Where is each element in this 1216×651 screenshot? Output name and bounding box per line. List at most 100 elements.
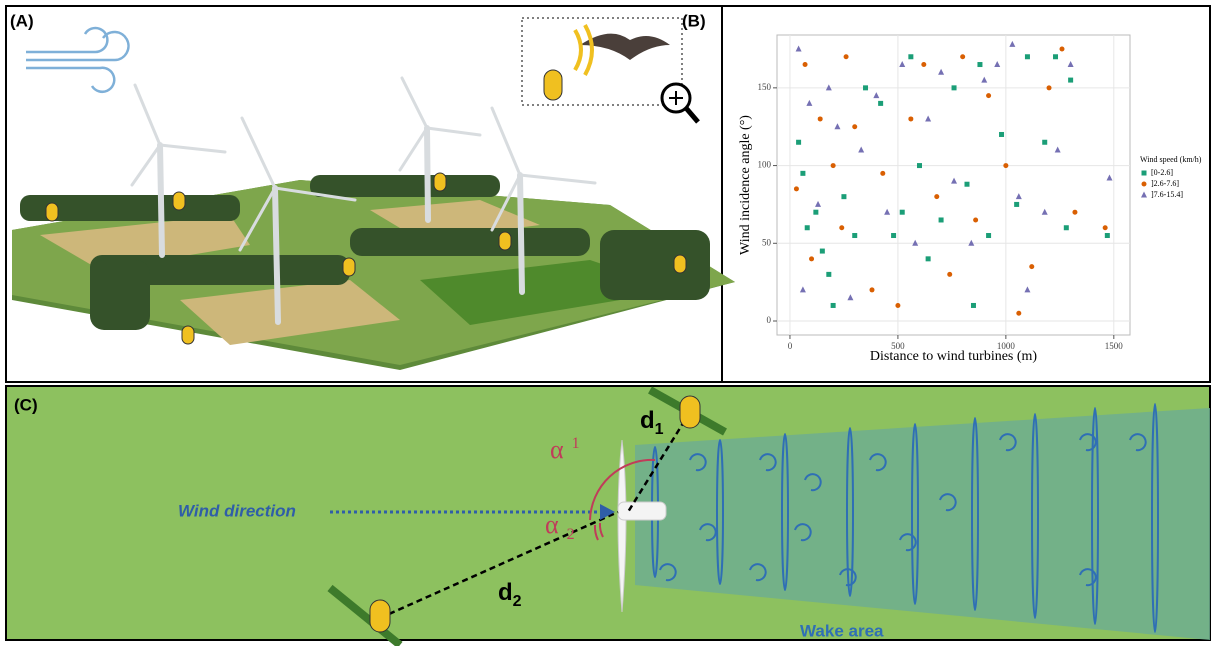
detector-icon	[369, 599, 391, 633]
y-tick-label: 0	[767, 315, 772, 325]
data-point	[1072, 209, 1078, 215]
data-point	[981, 76, 988, 83]
turbines	[130, 76, 597, 325]
data-point	[830, 163, 836, 169]
x-tick-label: 500	[891, 341, 905, 351]
data-point	[834, 123, 841, 130]
data-point	[1041, 208, 1048, 215]
panel-label: (B)	[682, 11, 706, 30]
panel-label: (C)	[14, 395, 38, 414]
legend-title: Wind speed (km/h)	[1140, 155, 1202, 164]
x-tick-label: 1000	[997, 341, 1016, 351]
data-point	[968, 239, 975, 246]
data-point	[1042, 139, 1048, 145]
data-point	[1029, 264, 1035, 270]
data-point	[977, 62, 983, 68]
data-point	[1102, 225, 1108, 231]
data-point	[999, 131, 1005, 137]
angle-arc-2	[593, 524, 599, 541]
detector-icon	[543, 69, 563, 101]
legend-label: ]2.6-7.6]	[1151, 179, 1179, 188]
data-point	[908, 54, 914, 60]
data-point	[815, 200, 822, 207]
data-point	[806, 99, 813, 106]
data-point	[951, 177, 958, 184]
data-point	[863, 85, 869, 91]
data-point	[1053, 54, 1059, 60]
panel-label: (A)	[10, 11, 34, 30]
y-tick-label: 50	[762, 237, 772, 247]
data-point	[799, 286, 806, 293]
data-point	[843, 54, 849, 60]
data-point	[1024, 54, 1030, 60]
data-point	[960, 54, 966, 60]
d2-label: d2	[498, 579, 522, 610]
data-point	[858, 146, 865, 153]
data-point	[1063, 225, 1069, 231]
data-point	[826, 271, 832, 277]
arrow-head	[600, 504, 615, 520]
data-point	[1009, 40, 1016, 47]
data-point	[796, 139, 802, 145]
legend-marker	[1141, 170, 1147, 176]
distance-symbol: d	[498, 579, 513, 606]
data-point	[925, 115, 932, 122]
data-point	[819, 248, 825, 254]
data-point	[1059, 46, 1065, 52]
data-point	[1068, 77, 1074, 83]
data-point	[847, 294, 854, 301]
data-point	[880, 170, 886, 176]
distance-line-2	[379, 510, 619, 620]
data-point	[1015, 193, 1022, 200]
y-tick-label: 150	[758, 82, 772, 92]
data-point	[809, 256, 815, 262]
hedges	[20, 175, 710, 330]
y-axis-label: Wind incidence angle (°)	[738, 115, 753, 255]
field	[40, 215, 250, 270]
x-tick-label: 1500	[1105, 341, 1124, 351]
data-point	[804, 225, 810, 231]
data-point	[947, 271, 953, 277]
wake-area-label: Wake area	[800, 621, 884, 640]
data-point	[852, 233, 858, 239]
data-point	[825, 84, 832, 91]
data-point	[802, 62, 808, 68]
echo-waves	[573, 24, 594, 76]
data-point	[813, 209, 819, 215]
y-tick-label: 100	[758, 160, 772, 170]
distance-symbol: d	[640, 407, 655, 434]
data-point	[1046, 85, 1052, 91]
data-point	[938, 217, 944, 223]
data-point	[1104, 233, 1110, 239]
distance-subscript: 2	[513, 593, 522, 610]
data-point	[986, 233, 992, 239]
panel-c	[5, 385, 1211, 649]
angle-arc-2	[598, 522, 604, 538]
x-axis-label: Distance to wind turbines (m)	[870, 349, 1038, 364]
hedge	[327, 584, 403, 649]
data-point	[1016, 310, 1022, 316]
data-point	[1014, 201, 1020, 207]
data-point	[964, 181, 970, 187]
data-point	[970, 302, 976, 308]
data-point	[869, 287, 875, 293]
data-point	[793, 186, 799, 192]
data-point	[899, 61, 906, 68]
data-point	[852, 124, 858, 130]
detector-icon	[679, 395, 701, 429]
data-point	[912, 239, 919, 246]
data-point	[817, 116, 823, 122]
legend-label: ]7.6-15.4]	[1151, 190, 1183, 199]
data-point	[873, 92, 880, 99]
data-point	[839, 225, 845, 231]
data-point	[951, 85, 957, 91]
data-point	[1003, 163, 1009, 169]
data-point	[934, 194, 940, 200]
frame-b	[721, 5, 1211, 383]
data-point	[895, 302, 901, 308]
data-point	[830, 302, 836, 308]
